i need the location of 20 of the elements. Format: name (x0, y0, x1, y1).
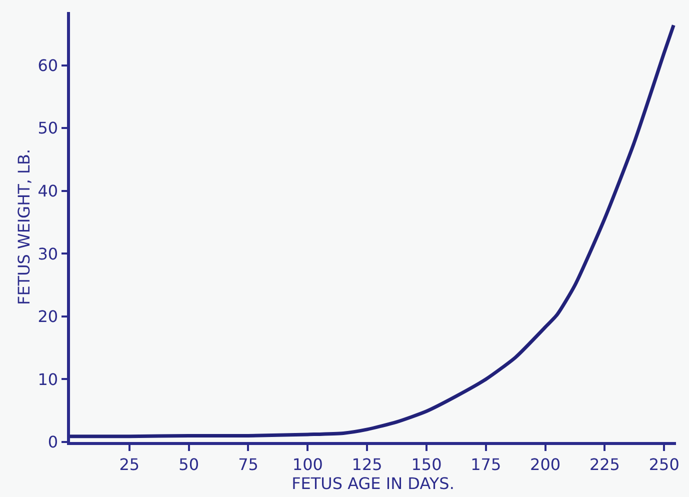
y-tick-label: 0 (48, 432, 58, 452)
x-tick-label: 50 (178, 454, 199, 474)
x-tick-label: 125 (352, 454, 382, 474)
y-tick-label: 50 (38, 118, 58, 138)
x-tick-label: 200 (530, 454, 561, 474)
x-tick-label: 75 (238, 454, 258, 474)
x-tick-label: 150 (411, 454, 442, 474)
x-tick-label: 25 (119, 454, 140, 474)
y-tick-label: 40 (38, 182, 58, 201)
y-tick-label: 30 (38, 244, 58, 264)
x-tick-label: 100 (292, 454, 323, 474)
y-tick-label: 10 (38, 370, 58, 389)
y-axis-title: FETUS WEIGHT, LB. (14, 148, 34, 306)
x-tick-label: 175 (470, 454, 502, 474)
y-tick-label: 20 (38, 307, 58, 326)
y-tick-label: 60 (38, 56, 58, 75)
x-tick-label: 225 (589, 454, 620, 474)
line-series (70, 23, 676, 438)
x-tick-label: 250 (648, 454, 680, 474)
x-axis-title: FETUS AGE IN DAYS. (292, 474, 454, 493)
